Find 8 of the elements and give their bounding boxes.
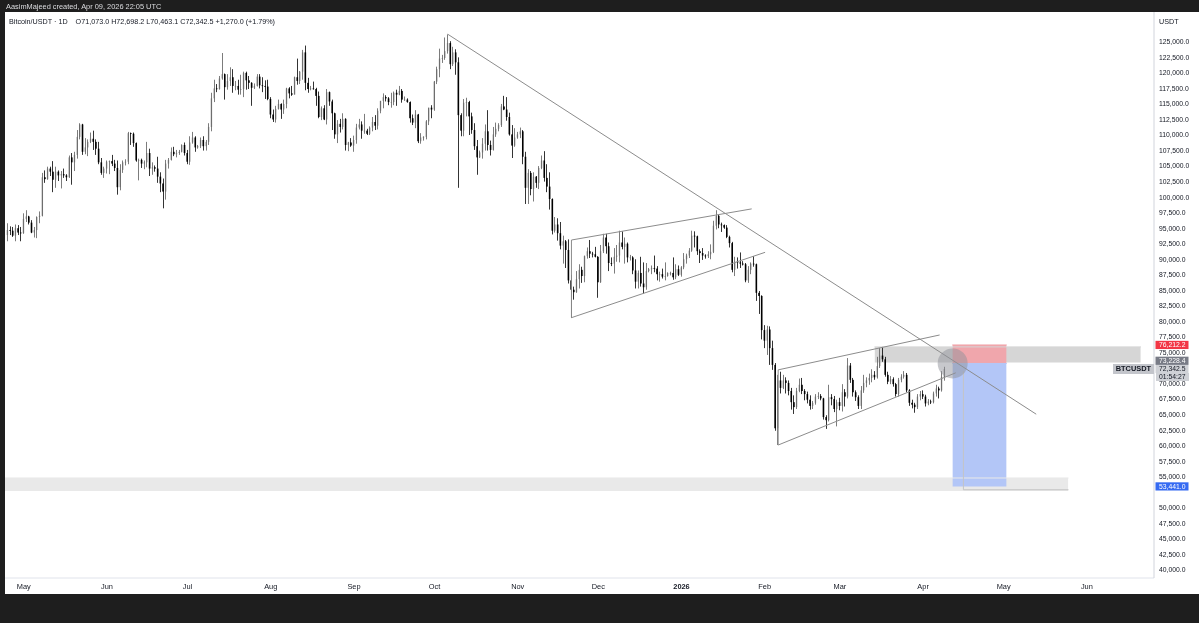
candlestick [264,79,266,100]
candlestick [130,132,132,146]
candlestick [664,261,666,281]
candlestick [629,254,631,261]
line-series [570,208,766,319]
candlestick [291,85,293,97]
candlestick [9,225,11,236]
candlestick [240,74,242,96]
